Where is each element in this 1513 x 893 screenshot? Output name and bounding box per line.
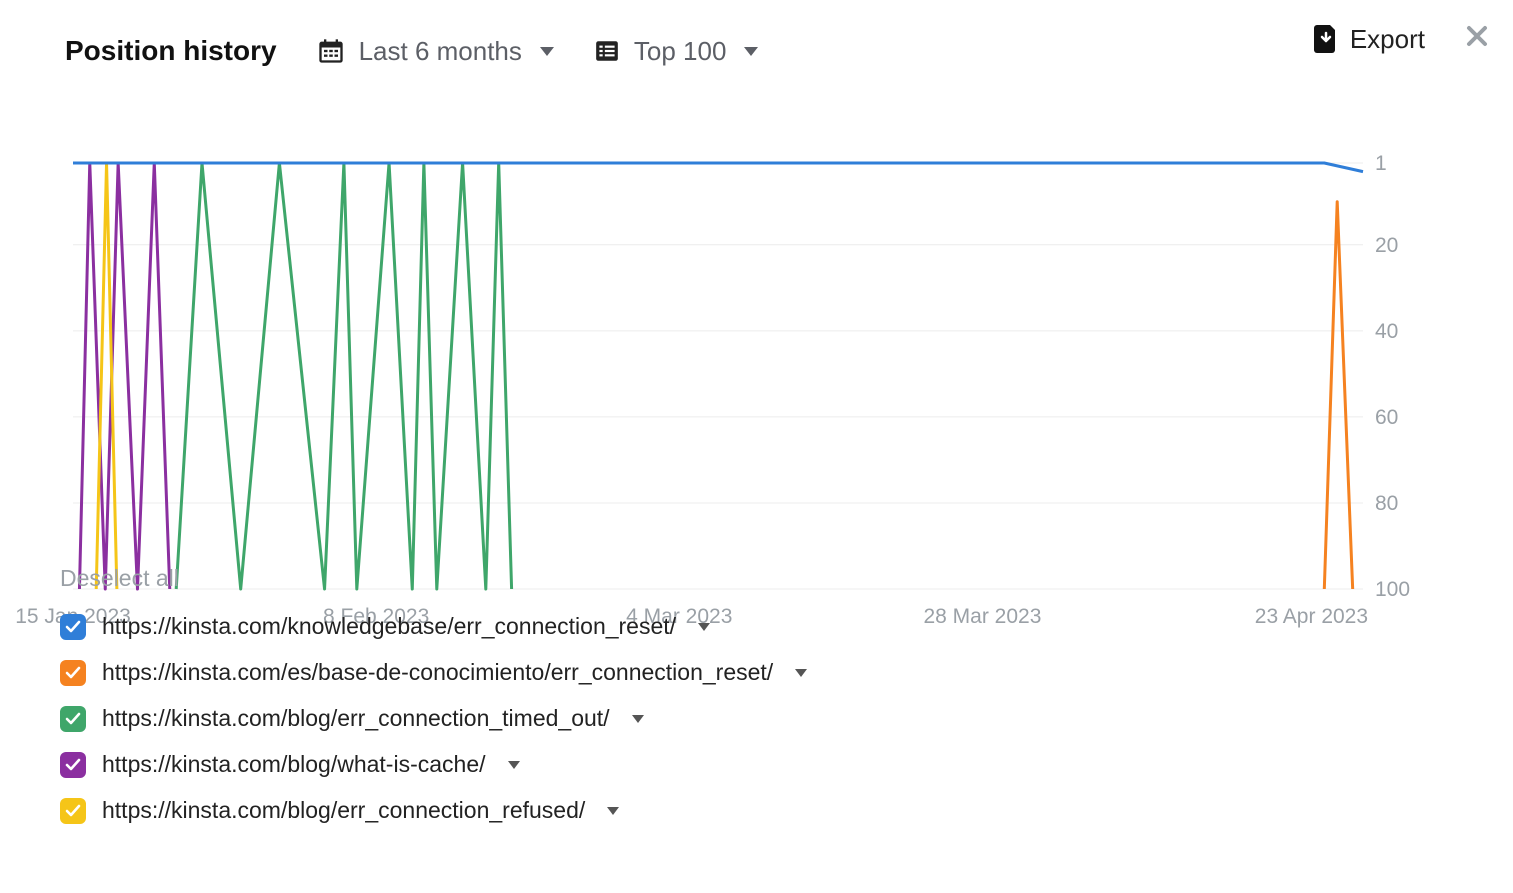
legend-item: https://kinsta.com/knowledgebase/err_con… [60, 613, 807, 640]
top-right-actions: Export [1314, 22, 1489, 56]
chevron-down-icon[interactable] [698, 623, 710, 631]
legend-checkbox[interactable] [60, 614, 86, 640]
svg-text:1: 1 [1375, 152, 1387, 175]
svg-text:23 Apr 2023: 23 Apr 2023 [1255, 605, 1368, 628]
svg-text:100: 100 [1375, 578, 1410, 601]
legend-checkbox[interactable] [60, 660, 86, 686]
chevron-down-icon[interactable] [795, 669, 807, 677]
legend-url[interactable]: https://kinsta.com/blog/err_connection_r… [102, 797, 585, 824]
legend-checkbox[interactable] [60, 706, 86, 732]
rank-filter[interactable]: Top 100 [594, 36, 759, 67]
legend-checkbox[interactable] [60, 752, 86, 778]
rank-filter-label: Top 100 [634, 36, 727, 67]
date-range-filter[interactable]: Last 6 months [317, 36, 554, 67]
legend-item: https://kinsta.com/es/base-de-conocimien… [60, 659, 807, 686]
legend-item: https://kinsta.com/blog/err_connection_t… [60, 705, 807, 732]
legend-url[interactable]: https://kinsta.com/es/base-de-conocimien… [102, 659, 773, 686]
legend: Deselect all https://kinsta.com/knowledg… [60, 565, 807, 824]
svg-text:60: 60 [1375, 406, 1398, 429]
close-button[interactable] [1465, 22, 1489, 56]
page-title: Position history [65, 35, 277, 67]
chevron-down-icon [540, 47, 554, 56]
deselect-all-button[interactable]: Deselect all [60, 565, 807, 592]
chevron-down-icon [744, 47, 758, 56]
chevron-down-icon[interactable] [632, 715, 644, 723]
legend-url[interactable]: https://kinsta.com/blog/err_connection_t… [102, 705, 610, 732]
legend-url[interactable]: https://kinsta.com/blog/what-is-cache/ [102, 751, 486, 778]
svg-text:20: 20 [1375, 234, 1398, 257]
close-icon [1465, 24, 1489, 48]
chevron-down-icon[interactable] [607, 807, 619, 815]
svg-text:40: 40 [1375, 320, 1398, 343]
export-label: Export [1350, 24, 1425, 55]
calendar-icon [317, 37, 345, 65]
legend-url[interactable]: https://kinsta.com/knowledgebase/err_con… [102, 613, 676, 640]
toolbar: Position history Last 6 months Top 100 [0, 0, 1513, 77]
position-history-panel: Position history Last 6 months Top 100 [0, 0, 1513, 893]
list-icon [594, 38, 620, 64]
export-icon [1314, 25, 1338, 53]
chevron-down-icon[interactable] [508, 761, 520, 769]
svg-text:28 Mar 2023: 28 Mar 2023 [923, 605, 1041, 628]
date-range-label: Last 6 months [359, 36, 522, 67]
legend-checkbox[interactable] [60, 798, 86, 824]
legend-item: https://kinsta.com/blog/what-is-cache/ [60, 751, 807, 778]
export-button[interactable]: Export [1314, 24, 1425, 55]
legend-item: https://kinsta.com/blog/err_connection_r… [60, 797, 807, 824]
svg-text:80: 80 [1375, 492, 1398, 515]
